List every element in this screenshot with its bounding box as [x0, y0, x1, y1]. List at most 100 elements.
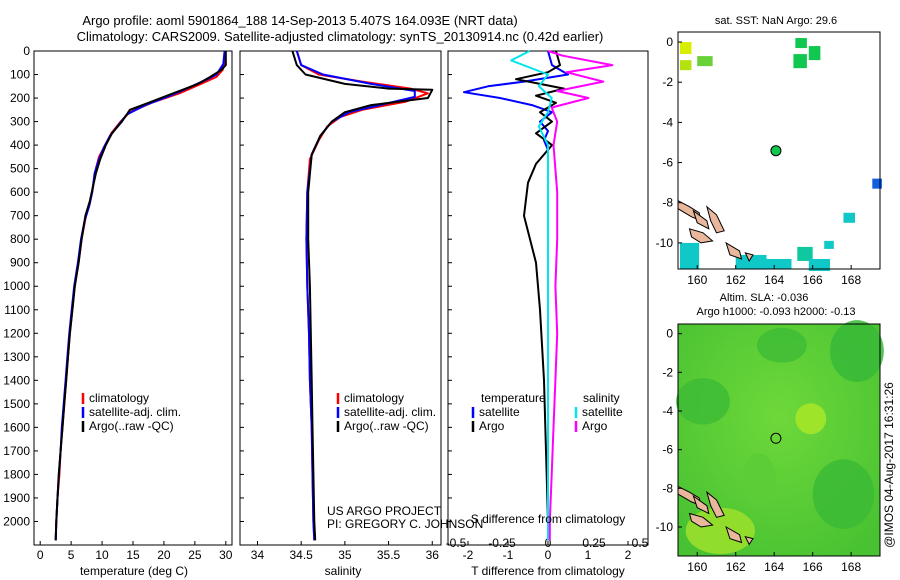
difference-legend-salinity-head: salinity — [583, 391, 620, 405]
difference-s-tick-label: -0.5 — [446, 536, 467, 550]
sla-field-patch — [829, 320, 884, 383]
temperature-ytick-label: 2000 — [3, 514, 30, 528]
sst-cell — [808, 46, 821, 61]
temperature-ytick-label: 900 — [10, 256, 30, 270]
temperature-panel: 0100200300400500600700800900100011001200… — [3, 44, 233, 562]
temperature-ytick-label: 1700 — [3, 444, 30, 458]
sla-field-patch — [756, 327, 807, 363]
temperature-xtick-label: 10 — [95, 548, 109, 562]
difference-s-tick-label: 0.25 — [582, 536, 606, 550]
title-line-2: Climatology: CARS2009. Satellite-adjuste… — [77, 29, 604, 44]
difference-salinity-legend-label: satellite — [582, 405, 623, 419]
temperature-ytick-label: 400 — [10, 138, 30, 152]
difference-series-salinity-satellite — [510, 50, 553, 541]
sst-cell — [679, 42, 692, 55]
sst-cell — [679, 242, 700, 269]
sla-map-panel: 0 -2 -4 -6 -8 -10 160 162 164 166 168 — [656, 320, 884, 574]
sst-island — [692, 209, 710, 230]
sst-island — [744, 252, 754, 263]
temperature-ytick-label: 1100 — [4, 303, 30, 317]
salinity-xtick-label: 34.5 — [289, 548, 313, 562]
difference-xlabel-top: S difference from climatology — [471, 512, 626, 526]
sst-ytick-label: -6 — [662, 156, 673, 170]
temperature-ytick-label: 1600 — [3, 420, 30, 434]
temperature-xtick-label: 15 — [126, 548, 140, 562]
sla-xtick-label: 168 — [841, 560, 861, 574]
sla-map-subtitle: Argo h1000: -0.093 h2000: -0.13 — [696, 306, 855, 318]
salinity-panel: 34 34.5 35 35.5 36 climatologysatellite-adj. … — [239, 50, 442, 562]
differences-xtick-label: 2 — [625, 548, 632, 562]
sla-axes-box — [677, 323, 881, 557]
temperature-ytick-label: 200 — [10, 91, 30, 105]
temperature-ytick-label: 100 — [10, 68, 30, 82]
temperature-legend-label: climatology — [89, 391, 149, 405]
sst-axes-box — [677, 31, 881, 270]
sla-xtick-label: 160 — [687, 560, 707, 574]
temperature-xtick-label: 20 — [157, 548, 171, 562]
sst-xtick-label: 166 — [803, 273, 823, 287]
temperature-ytick-label: 500 — [10, 162, 30, 176]
credits-line-2: PI: GREGORY C. JOHNSON — [327, 517, 483, 531]
sla-island — [725, 525, 743, 544]
sla-island — [688, 512, 714, 528]
sla-map-title: Altim. SLA: -0.036 — [720, 292, 809, 304]
difference-series-temperature-Argo — [515, 50, 565, 541]
sla-field-patch — [812, 459, 875, 529]
temperature-xlabel: temperature (deg C) — [80, 564, 188, 578]
sst-map-panel: 0 -2 -4 -6 -8 -10 160 162 164 166 168 — [656, 31, 882, 287]
sst-xtick-label: 160 — [687, 273, 707, 287]
sst-cell — [793, 54, 807, 69]
sst-cell — [872, 178, 882, 189]
differences-xtick-label: 0 — [545, 548, 552, 562]
sst-ytick-label: -2 — [662, 75, 673, 89]
sst-cell — [797, 246, 813, 261]
temperature-series-argo — [54, 51, 227, 541]
sst-cell — [843, 212, 855, 223]
sla-field-patch — [741, 453, 777, 508]
temperature-ytick-label: 1900 — [3, 491, 30, 505]
differences-xtick-label: -1 — [503, 548, 514, 562]
sst-cell — [697, 56, 713, 67]
temperature-ytick-label: 800 — [10, 232, 30, 246]
sla-island — [744, 535, 754, 546]
temperature-ytick-label: 1400 — [3, 373, 30, 387]
difference-xlabel: T difference from climatology — [471, 564, 625, 578]
difference-panel: -2 -1 0 1 2-0.5 -0.25 0 0.25 0.5temperaturesatel… — [446, 50, 649, 562]
sla-ytick-label: -6 — [662, 443, 673, 457]
sla-xtick-label: 162 — [726, 560, 746, 574]
temperature-ytick-label: 0 — [23, 44, 30, 58]
sla-ytick-label: -2 — [662, 365, 673, 379]
sla-ytick-label: 0 — [666, 327, 673, 341]
difference-series-salinity-Argo — [547, 50, 614, 541]
sst-map-title: sat. SST: NaN Argo: 29.6 — [715, 15, 837, 27]
sst-ytick-label: 0 — [666, 35, 673, 49]
difference-temperature-legend-label: satellite — [479, 405, 520, 419]
sla-argo-marker — [770, 432, 782, 444]
sst-xtick-label: 168 — [841, 273, 861, 287]
sst-cell — [824, 240, 834, 249]
sst-cell — [808, 258, 830, 272]
temperature-ytick-label: 1800 — [3, 467, 30, 481]
difference-s-tick-label: 0.5 — [632, 536, 649, 550]
difference-legend-temperature-head: temperature — [481, 391, 546, 405]
sst-cell — [795, 38, 807, 49]
salinity-xtick-label: 34 — [251, 548, 265, 562]
imos-timestamp: @IMOS 04-Aug-2017 16:31:26 — [882, 382, 896, 548]
sst-island — [688, 228, 714, 244]
sst-cell — [679, 60, 692, 71]
sla-ytick-label: -10 — [656, 520, 674, 534]
salinity-legend-label: climatology — [344, 391, 404, 405]
credits-line-1: US ARGO PROJECT — [327, 504, 442, 518]
sst-cell — [766, 258, 792, 269]
sla-ytick-label: -4 — [662, 404, 673, 418]
temperature-ytick-label: 1000 — [3, 279, 30, 293]
temperature-legend-label: satellite-adj. clim. — [89, 405, 181, 419]
sst-ytick-label: -8 — [662, 196, 673, 210]
temperature-xtick-label: 25 — [188, 548, 202, 562]
temperature-ytick-label: 1200 — [3, 326, 30, 340]
temperature-ytick-label: 700 — [10, 209, 30, 223]
sla-xtick-label: 164 — [764, 560, 784, 574]
salinity-xtick-label: 35 — [338, 548, 352, 562]
sst-xtick-label: 162 — [726, 273, 746, 287]
